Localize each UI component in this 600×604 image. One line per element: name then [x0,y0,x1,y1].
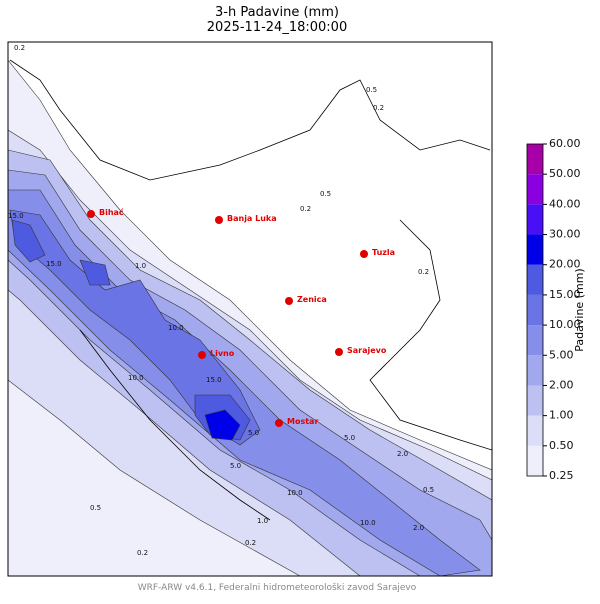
contour-label: 0.2 [373,104,384,112]
contour-label: 0.2 [418,268,429,276]
colorbar-bin [527,144,543,175]
contour-label: 10.0 [360,519,376,527]
contour-label: 0.5 [423,486,434,494]
colorbar-tick-label: 0.25 [549,469,574,482]
colorbar-bin [527,415,543,446]
contour-label: 0.2 [137,549,148,557]
colorbar: 0.25 0.50 1.00 2.00 5.00 10.00 15.00 20.00 30.00… [526,137,581,482]
colorbar-bin [527,234,543,265]
city-label: Bihać [99,207,124,217]
colorbar-bin [527,445,543,476]
colorbar-label: Padavine (mm) [573,268,586,351]
contour-label: 0.2 [300,205,311,213]
map-area [8,42,492,576]
contour-label: 0.5 [366,86,377,94]
colorbar-bin [527,385,543,416]
colorbar-tick-label: 1.00 [549,409,574,422]
city-marker [285,297,293,305]
cities: Bihać Banja Luka Tuzla Zenica Sarajevo Livno M… [87,207,395,427]
colorbar-bin [527,294,543,326]
city-label: Zenica [297,295,327,304]
title: 3-h Padavine (mm) [215,5,339,20]
contour-label: 0.2 [14,44,25,52]
contour-label: 2.0 [413,524,424,532]
city-label: Tuzla [372,248,395,257]
colorbar-tick-label: 2.00 [549,378,574,391]
colorbar-tick-label: 30.00 [549,228,581,241]
colorbar-tick-label: 15.00 [549,288,581,301]
city-marker [335,348,343,356]
colorbar-bin [527,174,543,205]
footer: WRF-ARW v4.6.1, Federalni hidrometeorolo… [138,582,417,593]
colorbar-bin [527,264,543,295]
colorbar-tick-label: 5.00 [549,348,574,361]
contour-label: 0.5 [90,504,101,512]
colorbar-tick-label: 40.00 [549,197,581,210]
contour-labels: 0.2 0.5 0.2 0.2 0.5 0.2 15.0 15.0 1.0 10… [8,44,434,557]
contour-label: 2.0 [397,450,408,458]
contour-label: 10.0 [168,324,184,332]
contour-label: 15.0 [206,376,222,384]
colorbar-tick-label: 0.50 [549,439,574,452]
map-frame [7,41,493,577]
contour-label: 1.0 [257,517,268,525]
contour-label: 10.0 [128,374,144,382]
city-marker [360,250,368,258]
colorbar-bin [527,325,543,356]
colorbar-tick-label: 10.00 [549,318,581,331]
contour-label: 5.0 [344,434,355,442]
city-marker [87,210,95,218]
colorbar-bin [527,204,543,235]
contour-label: 1.0 [135,262,146,270]
contour-label: 0.5 [320,190,331,198]
city-marker [215,216,223,224]
contour-label: 0.2 [245,539,256,547]
contour-label: 15.0 [46,260,62,268]
colorbar-tick-label: 50.00 [549,167,581,180]
city-label: Sarajevo [347,346,387,355]
colorbar-frame [526,143,544,477]
subtitle: 2025-11-24_18:00:00 [207,20,347,35]
city-marker [275,419,283,427]
colorbar-bin [527,355,543,386]
colorbar-tick-label: 60.00 [549,137,581,150]
contour-label: 15.0 [8,212,24,220]
contour-label: 10.0 [287,489,303,497]
city-marker [198,351,206,359]
colorbar-tick-label: 20.00 [549,258,581,271]
contour-label: 5.0 [248,429,259,437]
city-label: Banja Luka [227,214,277,223]
city-label: Livno [210,349,235,358]
contour-label: 5.0 [230,462,241,470]
city-label: Mostar [287,417,318,426]
